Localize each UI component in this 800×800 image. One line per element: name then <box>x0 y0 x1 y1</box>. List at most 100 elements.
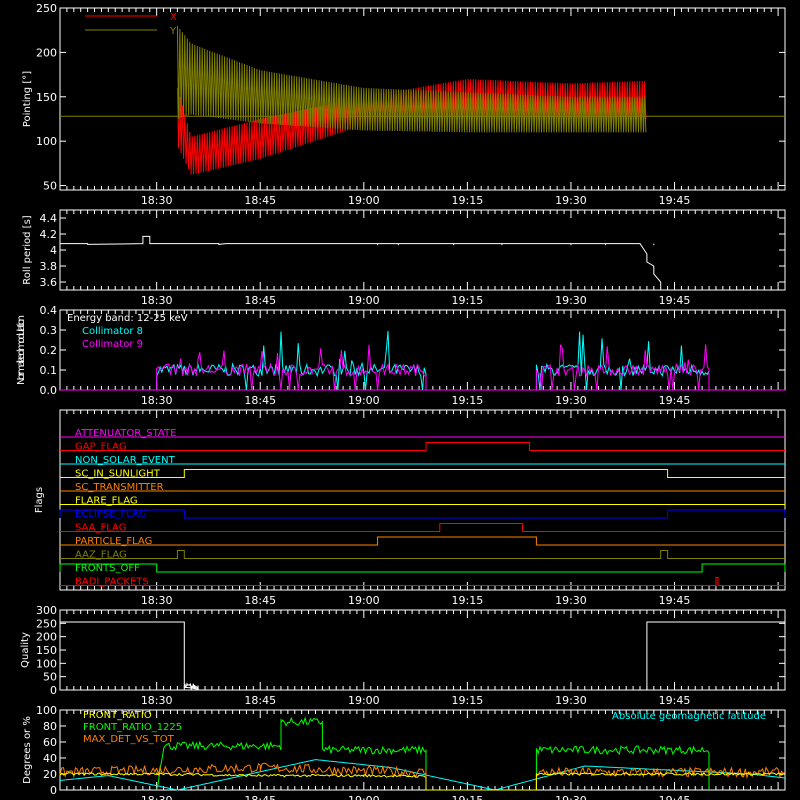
flag-line-saa_flag <box>60 523 785 532</box>
quality-ylabel: Quality <box>20 632 31 668</box>
roll-time-label: 19:30 <box>555 294 587 307</box>
geomag-time-label: 19:45 <box>659 794 691 800</box>
geomag-time-label: 18:30 <box>141 794 173 800</box>
pointing-series-Y <box>176 25 647 133</box>
flag-line-eclipse_flag <box>59 509 786 519</box>
roll-y-tick-label: 3.6 <box>40 276 58 289</box>
flags-time-label: 18:45 <box>244 594 276 607</box>
flag-line-sc_in_sunlight <box>60 469 785 478</box>
geomag-time-label: 19:15 <box>452 794 484 800</box>
flags-legend-label: PARTICLE_FLAG <box>75 536 152 547</box>
flags-legend-label: SC_TRANSMITTER <box>75 482 164 493</box>
modulation-panel: 18:30 18:45 19:00 19:15 19:30 19:45 0.0 0.1 0.2 0… <box>16 304 786 407</box>
quality-time-label: 19:45 <box>659 694 691 707</box>
modulation-time-label: 19:30 <box>555 394 587 407</box>
geomag-y-tick-label: 60 <box>43 736 57 749</box>
geomag-series-0 <box>59 772 786 791</box>
flags-frame <box>59 409 786 591</box>
quality-y-tick-label: 0 <box>50 684 57 697</box>
flags-legend-label: AAZ_FLAG <box>75 550 127 561</box>
geomag-series-2 <box>59 762 786 791</box>
flag-line-particle_flag <box>60 536 785 546</box>
flags-legend-label: SC_IN_SUNLIGHT <box>75 469 161 480</box>
pointing-time-label: 18:30 <box>141 194 173 207</box>
flag-line-aaz_flag <box>60 550 785 559</box>
flags-time-label: 19:30 <box>555 594 587 607</box>
quality-noise <box>183 682 199 690</box>
geomag-legend-label: FRONT_RATIO_1225 <box>83 722 182 733</box>
quality-y-tick-label: 300 <box>36 604 57 617</box>
modulation-time-label: 19:00 <box>348 394 380 407</box>
modulation-series-1 <box>535 344 710 391</box>
geomag-y-tick-label: 20 <box>43 768 57 781</box>
flags-ylabel: Flags <box>34 487 45 513</box>
geomag-legend-label: MAX_DET_VS_TOT <box>83 734 175 745</box>
modulation-y-tick-label: 0.0 <box>40 384 58 397</box>
flags-legend-label: FLARE_FLAG <box>75 496 138 507</box>
roll-time-label: 19:00 <box>348 294 380 307</box>
modulation-y-tick-label: 0.3 <box>40 324 58 337</box>
pointing-legend-label: X <box>170 12 177 23</box>
modulation-y-tick-label: 0.2 <box>40 344 58 357</box>
pointing-time-label: 19:15 <box>452 194 484 207</box>
flags-time-label: 19:15 <box>452 594 484 607</box>
pointing-panel: 18:30 18:45 19:00 19:15 19:30 19:45 50 100 150 20… <box>22 2 786 207</box>
geomag-annotation: Absolute geomagnetic latitude <box>612 711 766 722</box>
quality-time-label: 19:30 <box>555 694 587 707</box>
pointing-y-tick-label: 250 <box>36 2 57 15</box>
quality-y-tick-label: 250 <box>36 617 57 630</box>
modulation-legend-label: Collimator 8 <box>82 326 143 337</box>
modulation-time-label: 18:30 <box>141 394 173 407</box>
quality-time-label: 19:15 <box>452 694 484 707</box>
roll-y-tick-label: 4.2 <box>40 228 58 241</box>
quality-y-tick-label: 50 <box>43 671 57 684</box>
pointing-y-tick-label: 150 <box>36 91 57 104</box>
modulation-series-1 <box>156 344 427 391</box>
modulation-series-0 <box>535 331 710 391</box>
flags-legend-label: FRONTS_OFF <box>75 563 140 574</box>
pointing-time-label: 19:00 <box>348 194 380 207</box>
geomag-y-tick-label: 0 <box>50 784 57 797</box>
quality-time-label: 19:00 <box>348 694 380 707</box>
flags-legend-label: NON_SOLAR_EVENT <box>75 455 176 466</box>
roll-frame <box>59 209 786 291</box>
pointing-y-tick-label: 100 <box>36 135 57 148</box>
flag-line-gap_flag <box>60 442 785 451</box>
roll-y-tick-label: 3.8 <box>40 260 58 273</box>
pointing-legend-label: Y <box>169 26 177 37</box>
quality-y-tick-label: 150 <box>36 644 57 657</box>
geomag-y-tick-label: 100 <box>36 704 57 717</box>
modulation-series-0 <box>156 330 427 391</box>
geomag-panel: 18:30 18:45 19:00 19:15 19:30 19:45 0 20 40 60 80 1… <box>22 704 786 800</box>
geomag-y-tick-label: 80 <box>43 720 57 733</box>
geomag-time-label: 18:45 <box>244 794 276 800</box>
pointing-time-label: 18:45 <box>244 194 276 207</box>
modulation-time-label: 19:45 <box>659 394 691 407</box>
flag-line-fronts_off <box>59 563 786 573</box>
pointing-time-label: 19:30 <box>555 194 587 207</box>
modulation-y-tick-label: 0.1 <box>40 364 58 377</box>
flags-panel: 18:30 18:45 19:00 19:15 19:30 19:45 Flags ATTEN… <box>34 409 786 607</box>
pointing-time-label: 19:45 <box>659 194 691 207</box>
roll-series <box>60 235 662 286</box>
geomag-series-1 <box>156 716 710 791</box>
quality-panel: 18:30 18:45 19:00 19:15 19:30 19:450501001502… <box>20 604 786 707</box>
geomag-time-label: 19:00 <box>348 794 380 800</box>
flags-legend-label: ECLIPSE_FLAG <box>75 509 146 520</box>
roll-ylabel: Roll period [s] <box>22 215 33 284</box>
modulation-time-label: 18:45 <box>244 394 276 407</box>
quality-y-tick-label: 100 <box>36 657 57 670</box>
pointing-y-tick-label: 50 <box>43 180 57 193</box>
geomag-series-3 <box>59 759 786 791</box>
roll-y-tick-label: 4 <box>50 244 57 257</box>
modulation-y-tick-label: 0.4 <box>40 304 58 317</box>
modulation-ylabel: Normalized modulation <box>16 315 27 385</box>
geomag-legend-label: FRONT_RATIO <box>83 710 152 721</box>
modulation-energy-band: Energy band: 12-25 keV <box>67 313 188 324</box>
flag-line-badi_packets <box>60 577 785 586</box>
flags-legend-label: ATTENUATOR_STATE <box>75 428 176 439</box>
quality-y-tick-label: 200 <box>36 631 57 644</box>
roll-time-label: 19:15 <box>452 294 484 307</box>
modulation-time-label: 19:15 <box>452 394 484 407</box>
